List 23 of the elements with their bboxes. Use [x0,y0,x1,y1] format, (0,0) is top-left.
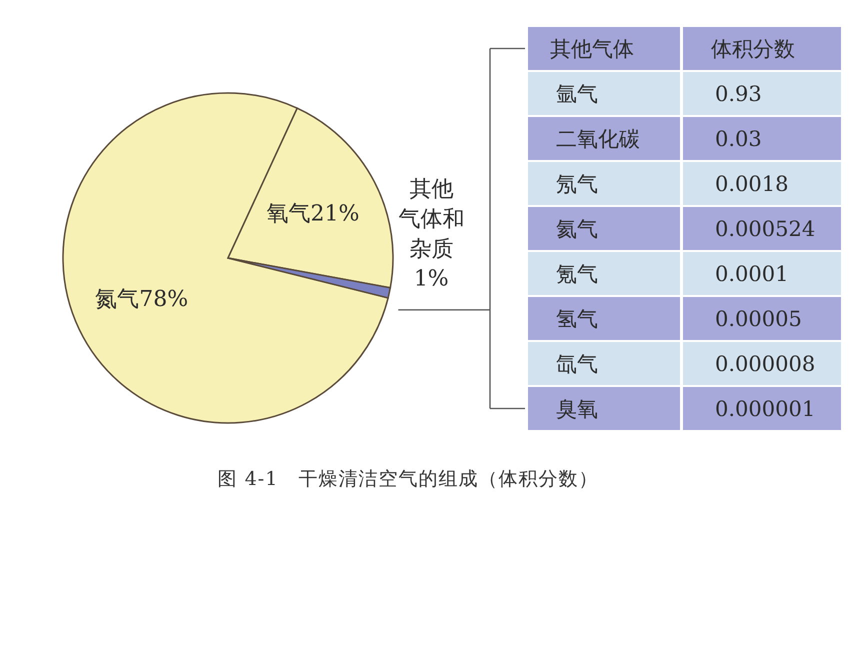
category-label: 氢气 [528,297,680,340]
slice-label: 氧气21% [266,201,360,226]
text: 其他气体 [528,27,680,70]
slice-label: 氮气78% [95,286,188,312]
text: 体积分数 [683,27,841,70]
category-label: 氩气 [528,72,680,115]
category-label: 氦气 [528,207,680,250]
data-label: 0.00005 [683,297,841,340]
category-label: 氖气 [528,162,680,205]
data-label: 0.0018 [683,162,841,205]
category-label: 二氧化碳 [528,117,680,160]
caption: 图 4-1 干燥清洁空气的组成（体积分数） [216,467,600,492]
data-label: 0.000008 [683,342,841,385]
data-label: 0.0001 [683,252,841,295]
category-label: 氙气 [528,342,680,385]
data-label: 0.03 [683,117,841,160]
category-label: 臭氧 [528,387,680,430]
data-label: 1% [414,266,449,292]
data-label: 0.000524 [683,207,841,250]
category-label: 氪气 [528,252,680,295]
data-label: 0.000001 [683,387,841,430]
slice-label: 其他气体和杂质 [398,176,464,262]
data-label: 0.93 [683,72,841,115]
